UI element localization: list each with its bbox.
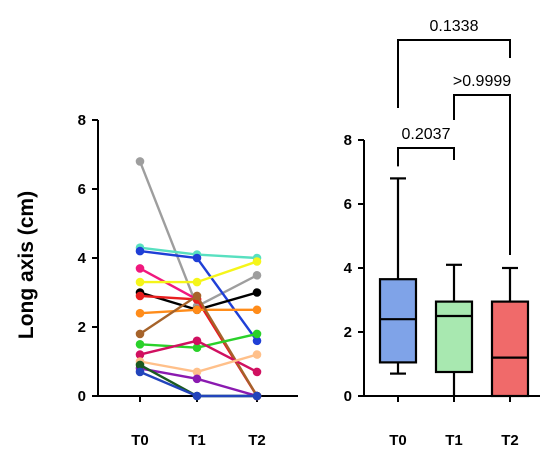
subject-point [135, 157, 145, 166]
box-iqr [378, 278, 418, 364]
y-axis-title: Long axis (cm) [15, 191, 38, 339]
subject-point [135, 308, 145, 318]
right-x-tick-label: T1 [445, 432, 463, 449]
subject-line [135, 257, 262, 287]
subject-point [252, 336, 262, 346]
left-y-tick-label: 6 [78, 181, 86, 198]
subject-point [135, 360, 145, 370]
p-value-label: >0.9999 [453, 73, 511, 90]
subject-point [192, 391, 202, 401]
significance-brackets: 0.2037 >0.9999 0.1338 [397, 18, 511, 255]
subject-point [192, 305, 202, 315]
subject-point [192, 253, 202, 263]
left-y-tick-label: 4 [78, 250, 87, 267]
subject-point [135, 264, 145, 273]
p-value-label: 0.1338 [430, 18, 479, 35]
subject-point [252, 350, 262, 359]
right-y-tick-label: 2 [344, 324, 352, 341]
right-y-tick-label: 4 [344, 260, 353, 277]
subject-series [135, 157, 262, 401]
subject-lines-chart: Long axis (cm) 0 2 4 6 8 T0 T1 T2 [15, 112, 298, 449]
significance-bracket: 0.1338 [397, 18, 511, 108]
box-iqr [490, 300, 530, 398]
box-iqr [434, 300, 474, 374]
bracket-line [453, 94, 511, 255]
left-x-tick-label: T1 [188, 432, 206, 449]
subject-point [192, 367, 202, 377]
box-plots [378, 177, 530, 398]
right-y-tick-label: 8 [344, 132, 352, 149]
left-tick-labels: 0 2 4 6 8 T0 T1 T2 [78, 112, 266, 449]
subject-point [135, 277, 145, 287]
subject-line [135, 157, 262, 311]
subject-point [252, 391, 262, 401]
subject-point [135, 350, 145, 359]
subject-line [135, 246, 262, 346]
left-x-tick-label: T2 [248, 432, 266, 449]
right-x-tick-label: T0 [389, 432, 407, 449]
subject-point [192, 336, 202, 346]
left-y-tick-label: 0 [78, 388, 86, 405]
significance-bracket: >0.9999 [453, 73, 511, 255]
subject-point [192, 374, 202, 384]
bracket-line [397, 147, 455, 167]
subject-point [252, 305, 262, 315]
box-plot [378, 177, 418, 375]
subject-line [135, 329, 262, 353]
box-plot [434, 263, 474, 396]
box-plot [490, 266, 530, 398]
box-plot-chart: 0 2 4 6 8 T0 T1 T2 0.2037 >0.9999 0.1338 [344, 18, 540, 449]
right-y-tick-label: 0 [344, 388, 352, 405]
subject-point [192, 343, 202, 353]
left-y-tick-label: 2 [78, 319, 86, 336]
p-value-label: 0.2037 [402, 126, 451, 143]
subject-line [135, 305, 262, 318]
left-x-tick-label: T0 [131, 432, 149, 449]
subject-point [252, 329, 262, 339]
subject-point [252, 288, 262, 297]
subject-point [135, 291, 145, 301]
subject-point [192, 277, 202, 287]
subject-point [192, 291, 202, 301]
subject-point [135, 246, 145, 256]
subject-point [135, 340, 145, 349]
subject-point [252, 271, 262, 280]
right-y-tick-label: 6 [344, 196, 352, 213]
bracket-line [397, 39, 511, 108]
significance-bracket: 0.2037 [397, 126, 455, 167]
subject-point [135, 367, 145, 377]
subject-point [252, 367, 262, 377]
right-tick-labels: 0 2 4 6 8 T0 T1 T2 [344, 132, 519, 449]
subject-point [135, 329, 145, 339]
subject-point [252, 257, 262, 266]
left-y-tick-label: 8 [78, 112, 86, 129]
right-x-tick-label: T2 [501, 432, 519, 449]
subject-line [135, 367, 262, 401]
